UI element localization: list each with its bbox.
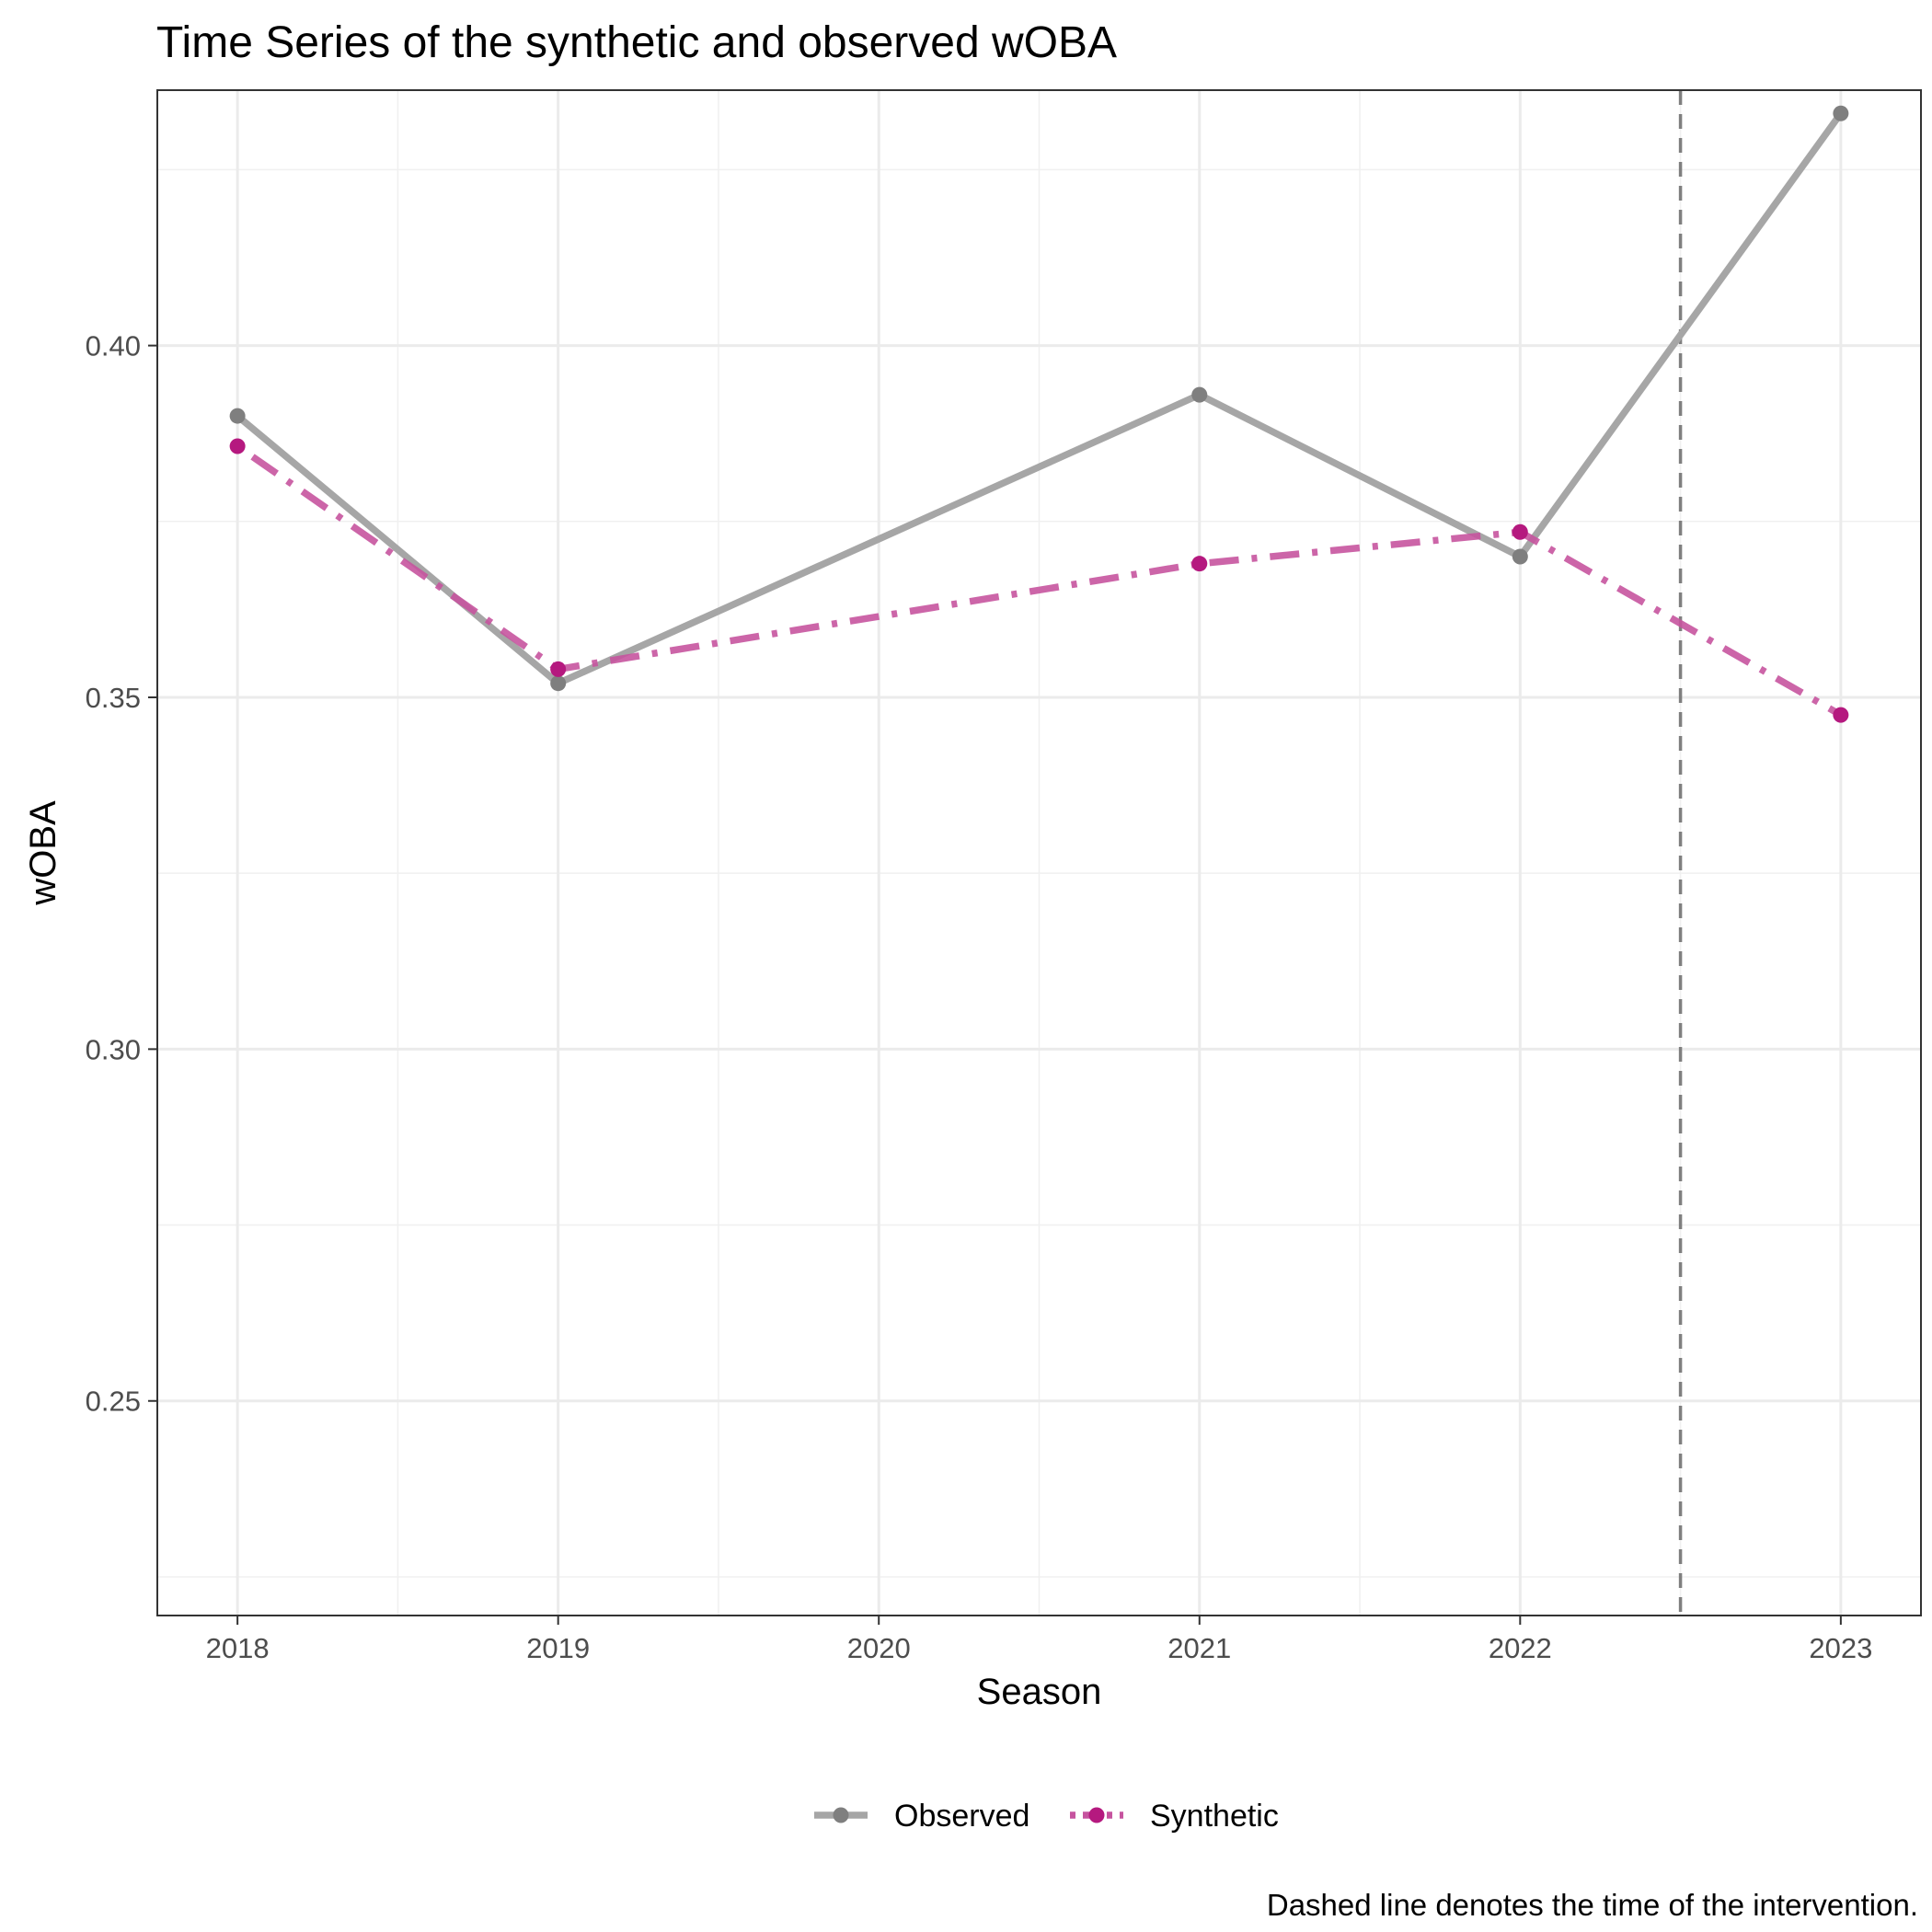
data-points — [229, 105, 1849, 723]
data-point-synthetic-2023 — [1833, 707, 1849, 723]
grid-lines — [157, 90, 1921, 1616]
y-axis-title: wOBA — [23, 800, 63, 906]
data-point-synthetic-2018 — [229, 438, 246, 454]
legend-label-synthetic: Synthetic — [1150, 1799, 1279, 1834]
data-point-observed-2021 — [1191, 386, 1208, 403]
x-tick-label-2023: 2023 — [1809, 1632, 1872, 1664]
x-tick-label-2019: 2019 — [526, 1632, 590, 1664]
data-point-observed-2018 — [229, 408, 246, 424]
data-point-synthetic-2019 — [550, 661, 567, 677]
chart-caption: Dashed line denotes the time of the inte… — [1267, 1888, 1918, 1922]
x-tick-label-2022: 2022 — [1489, 1632, 1552, 1664]
data-point-observed-2019 — [550, 675, 567, 692]
x-axis-title: Season — [977, 1672, 1102, 1712]
y-tick-label-0.35: 0.35 — [86, 682, 141, 714]
legend-key-point-observed — [833, 1807, 849, 1823]
x-tick-label-2018: 2018 — [206, 1632, 270, 1664]
plot-panel-border — [156, 89, 1922, 1616]
y-tick-label-0.25: 0.25 — [86, 1386, 141, 1418]
data-point-observed-2023 — [1833, 105, 1849, 121]
data-point-synthetic-2021 — [1191, 556, 1208, 572]
legend-key-point-synthetic — [1088, 1807, 1105, 1823]
axes: 2018 2019 2020 2021 2022 2023 0.25 0.30 0.35 0.40 — [86, 330, 1873, 1664]
x-tick-label-2020: 2020 — [847, 1632, 911, 1664]
x-tick-label-2021: 2021 — [1167, 1632, 1231, 1664]
legend-label-observed: Observed — [894, 1799, 1029, 1834]
y-tick-label-0.40: 0.40 — [86, 330, 141, 362]
chart-title: Time Series of the synthetic and observe… — [156, 18, 1117, 67]
legend: Observed Synthetic — [814, 1799, 1279, 1834]
data-point-synthetic-2022 — [1512, 523, 1528, 540]
data-point-observed-2022 — [1512, 548, 1528, 565]
series-line-synthetic — [235, 443, 1843, 719]
y-tick-label-0.30: 0.30 — [86, 1033, 141, 1065]
